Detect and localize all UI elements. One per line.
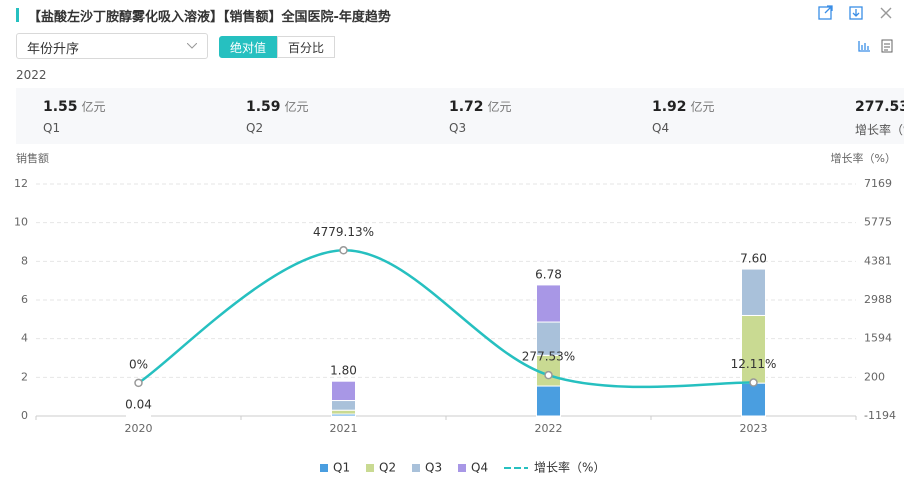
kpi-unit: 亿元 <box>81 100 106 114</box>
panel-title: 【盐酸左沙丁胺醇雾化吸入溶液】【销售额】全国医院-年度趋势 <box>28 10 391 25</box>
kpi-row: 1.55 亿元 <box>43 96 223 115</box>
year-label: 2022 <box>16 68 47 82</box>
y-tick-label: 8 <box>21 254 28 267</box>
header-icons[interactable] <box>816 4 896 24</box>
kpi-value: 1.55 <box>43 99 78 115</box>
growth-label: 277.53% <box>522 350 575 364</box>
x-tick-label: 2020 <box>125 422 153 435</box>
growth-point <box>749 378 758 387</box>
kpi-row: 1.72 亿元 <box>449 96 629 115</box>
legend-label: Q4 <box>471 461 488 475</box>
y2-tick-label: 1594 <box>864 332 892 345</box>
kpi-row: 1.92 亿元 <box>652 96 832 115</box>
total-label: 7.60 <box>740 252 767 266</box>
kpi-value: 1.92 <box>652 99 687 115</box>
bar-segment <box>741 382 766 417</box>
mode-button[interactable]: 绝对值 <box>219 36 278 58</box>
kpi-strip: 1.55 亿元 Q1 1.59 亿元 Q2 1.72 亿元 Q3 1.92 亿元 Q4 277.53 增长… <box>16 88 904 144</box>
kpi-unit: 亿元 <box>284 100 309 114</box>
kpi-label: Q4 <box>652 121 670 135</box>
kpi-card: 1.72 亿元 Q3 <box>449 96 629 135</box>
mode-toggle: 绝对值 百分比 <box>219 36 336 58</box>
x-tick-label: 2021 <box>330 422 358 435</box>
growth-line <box>137 249 754 389</box>
kpi-card: 1.59 亿元 Q2 <box>246 96 426 135</box>
growth-point <box>339 246 348 255</box>
kpi-card: 1.55 亿元 Q1 <box>43 96 223 135</box>
kpi-label: Q3 <box>449 121 467 135</box>
title-accent <box>16 8 19 22</box>
bar-segment <box>331 400 356 411</box>
kpi-row: 1.59 亿元 <box>246 96 426 115</box>
kpi-value: 1.59 <box>246 99 281 115</box>
growth-point <box>134 378 143 388</box>
legend-label: Q3 <box>425 461 442 475</box>
y2-tick-label: 2988 <box>864 293 892 306</box>
kpi-label: Q1 <box>43 121 61 135</box>
bar-segment <box>536 385 561 417</box>
x-tick-label: 2023 <box>740 422 768 435</box>
y2-tick-label: 4381 <box>864 254 892 267</box>
kpi-value: 1.72 <box>449 99 484 115</box>
y2-tick-label: -1194 <box>864 409 896 422</box>
legend-label: Q1 <box>333 461 350 475</box>
kpi-label: 增长率（%） <box>855 123 904 137</box>
kpi-unit: 亿元 <box>487 100 512 114</box>
y-tick-label: 10 <box>14 216 28 229</box>
bar-segment <box>331 409 356 415</box>
legend-label: 增长率（%） <box>534 460 605 475</box>
dropdown-arrow <box>187 43 197 49</box>
y-tick-label: 4 <box>21 332 28 345</box>
legend-swatch <box>320 464 328 472</box>
legend-swatch <box>412 464 420 472</box>
kpi-label: Q2 <box>246 121 264 135</box>
total-label: 6.78 <box>535 267 562 281</box>
mode-button[interactable]: 百分比 <box>277 36 336 58</box>
growth-label: 12.11% <box>731 357 777 371</box>
legend-swatch <box>458 464 466 472</box>
x-tick-label: 2022 <box>535 422 563 435</box>
kpi-row: 277.53 <box>855 96 904 115</box>
bar-segment <box>741 314 766 384</box>
bar-segment <box>331 380 356 402</box>
chart: 销售额 增长率（%） 0 2 4 6 8 10 12 -1194 200 1594 2988 4381… <box>14 151 896 475</box>
sort-dropdown[interactable]: 年份升序 <box>16 33 208 59</box>
kpi-card: 1.92 亿元 Q4 <box>652 96 832 135</box>
y-tick-label: 6 <box>21 293 28 306</box>
bar-segment <box>126 414 151 417</box>
view-icons[interactable] <box>856 38 896 54</box>
total-label: 0.04 <box>125 398 152 412</box>
growth-point <box>544 370 553 380</box>
y-tick-label: 12 <box>14 177 28 190</box>
sort-text: 年份升序 <box>27 42 80 57</box>
total-label: 1.80 <box>330 364 357 378</box>
kpi-unit: 亿元 <box>690 100 715 114</box>
bar-segment <box>536 321 561 356</box>
y2-axis-title: 增长率（%） <box>831 151 896 165</box>
y-tick-label: 0 <box>21 409 28 422</box>
y2-tick-label: 5775 <box>864 216 892 229</box>
bar-segment <box>741 268 766 316</box>
y-axis-title: 销售额 <box>16 151 49 165</box>
legend-swatch <box>366 464 374 472</box>
y2-tick-label: 200 <box>864 370 885 383</box>
kpi-value: 277.53 <box>855 99 904 115</box>
y2-tick-label: 7169 <box>864 177 892 190</box>
y-tick-label: 2 <box>21 370 28 383</box>
bar-segment <box>536 284 561 323</box>
growth-label: 4779.13% <box>313 225 374 239</box>
kpi-card: 277.53 增长率（%） <box>855 96 904 138</box>
bar-segment <box>536 354 561 387</box>
legend-label: Q2 <box>379 461 396 475</box>
growth-label: 0% <box>129 357 148 371</box>
